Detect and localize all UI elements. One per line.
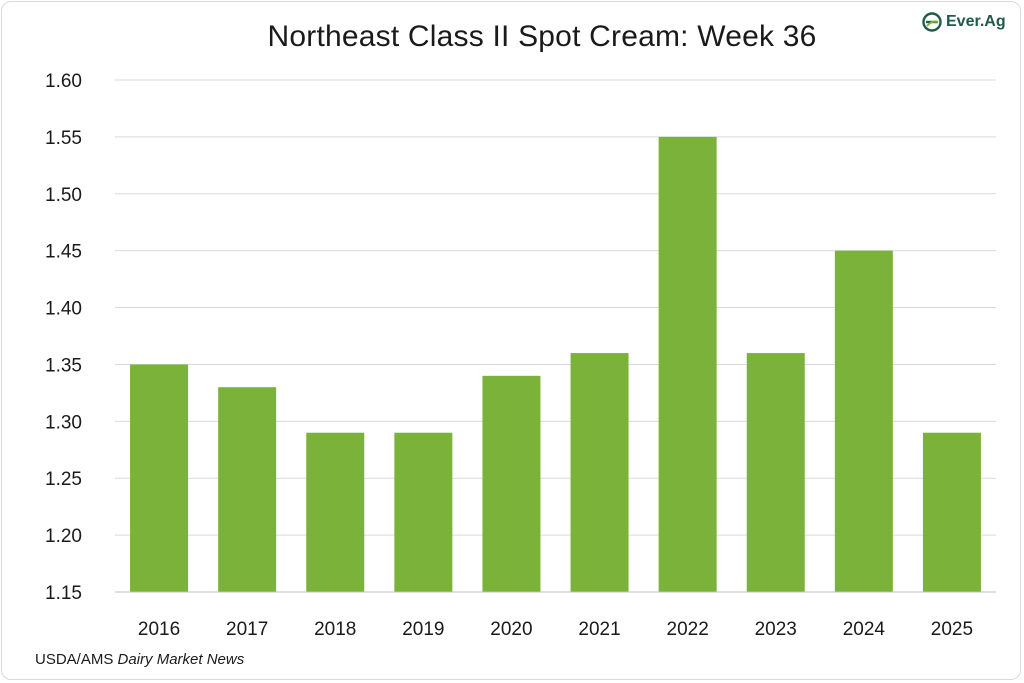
y-tick-label: 1.15: [45, 583, 82, 604]
bar-2025: [922, 432, 981, 592]
source-note: USDA/AMS Dairy Market News: [35, 651, 244, 668]
y-tick-label: 1.45: [45, 242, 82, 263]
x-tick-label: 2017: [226, 619, 268, 640]
bar-2023: [746, 353, 805, 592]
source-publication: Dairy Market News: [117, 651, 245, 668]
bar-2022: [658, 136, 717, 592]
source-org: USDA/AMS: [35, 651, 114, 668]
ever-ag-logo-icon: [922, 12, 942, 32]
y-tick-label: 1.20: [45, 526, 82, 547]
y-tick-label: 1.25: [45, 469, 82, 490]
bar-2021: [570, 353, 629, 592]
y-tick-label: 1.35: [45, 355, 82, 376]
x-tick-label: 2019: [402, 619, 444, 640]
bars: [130, 136, 981, 592]
x-tick-label: 2020: [490, 619, 532, 640]
x-axis-ticks: 2016 2017 2018 2019 2020 2021 2022 2023 2024 2025: [138, 619, 973, 640]
logo-text: Ever.Ag: [946, 13, 1006, 30]
bar-2020: [482, 375, 541, 592]
y-tick-label: 1.40: [45, 299, 82, 320]
x-tick-label: 2023: [755, 619, 797, 640]
bar-2019: [394, 432, 453, 592]
x-tick-label: 2018: [314, 619, 356, 640]
x-tick-label: 2025: [931, 619, 973, 640]
y-tick-label: 1.30: [45, 412, 82, 433]
y-tick-label: 1.50: [45, 185, 82, 206]
x-tick-label: 2016: [138, 619, 180, 640]
y-tick-label: 1.60: [45, 71, 82, 92]
chart-title: Northeast Class II Spot Cream: Week 36: [267, 20, 817, 53]
bar-2016: [130, 364, 189, 592]
ever-ag-logo: Ever.Ag: [922, 12, 1006, 32]
x-tick-label: 2022: [667, 619, 709, 640]
x-tick-label: 2021: [578, 619, 620, 640]
y-axis-ticks: 1.15 1.20 1.25 1.30 1.35 1.40 1.45 1.50 1.55 1.60: [45, 71, 82, 604]
x-tick-label: 2024: [843, 619, 886, 640]
y-tick-label: 1.55: [45, 128, 82, 149]
bar-2024: [834, 250, 893, 592]
bar-2018: [306, 432, 365, 592]
bar-2017: [218, 387, 277, 592]
